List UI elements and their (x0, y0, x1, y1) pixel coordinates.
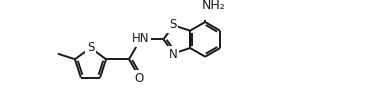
Text: HN: HN (132, 32, 149, 45)
Text: N: N (168, 48, 177, 61)
Text: S: S (87, 41, 94, 54)
Text: S: S (169, 18, 176, 31)
Text: O: O (134, 72, 143, 85)
Text: NH₂: NH₂ (201, 0, 225, 12)
